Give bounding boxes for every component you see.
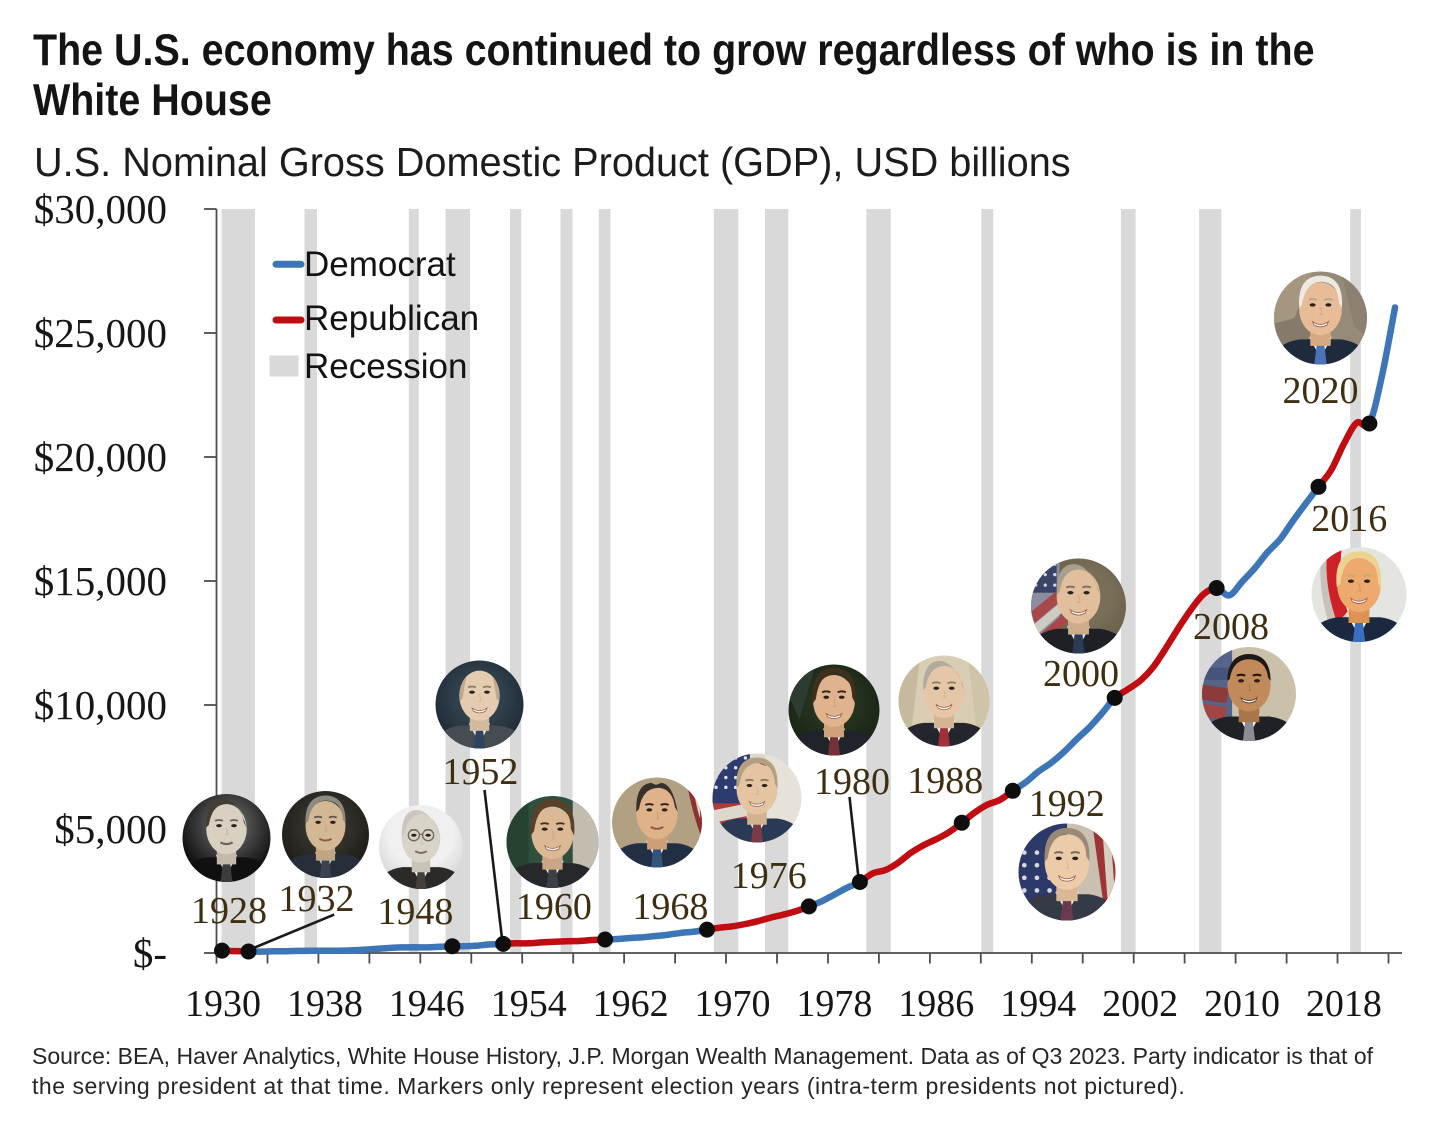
svg-text:2010: 2010: [1204, 983, 1280, 1025]
svg-text:$25,000: $25,000: [34, 310, 167, 356]
svg-text:$-: $-: [133, 930, 167, 976]
svg-text:1970: 1970: [695, 983, 771, 1025]
svg-text:1932: 1932: [279, 878, 355, 920]
svg-text:$20,000: $20,000: [34, 434, 167, 480]
svg-text:1986: 1986: [898, 983, 974, 1025]
svg-text:Recession: Recession: [304, 347, 467, 386]
svg-text:$15,000: $15,000: [34, 558, 167, 604]
svg-text:1992: 1992: [1029, 783, 1105, 825]
svg-text:1994: 1994: [1000, 983, 1076, 1025]
svg-text:Democrat: Democrat: [304, 245, 456, 284]
svg-text:1980: 1980: [814, 761, 890, 803]
svg-text:$5,000: $5,000: [54, 806, 167, 852]
svg-text:1948: 1948: [377, 891, 453, 933]
svg-text:1962: 1962: [593, 983, 669, 1025]
svg-text:2000: 2000: [1043, 653, 1119, 695]
svg-text:1968: 1968: [632, 886, 708, 928]
svg-text:1954: 1954: [491, 983, 567, 1025]
svg-text:2018: 2018: [1306, 983, 1382, 1025]
svg-text:1952: 1952: [442, 751, 518, 793]
svg-text:Republican: Republican: [304, 299, 479, 338]
svg-text:1960: 1960: [516, 886, 592, 928]
svg-text:1938: 1938: [287, 983, 363, 1025]
svg-text:2020: 2020: [1283, 370, 1359, 412]
svg-text:2008: 2008: [1193, 606, 1269, 648]
svg-text:$10,000: $10,000: [34, 682, 167, 728]
svg-text:1946: 1946: [389, 983, 465, 1025]
svg-text:1930: 1930: [185, 983, 261, 1025]
svg-text:2016: 2016: [1311, 498, 1387, 540]
svg-text:1988: 1988: [907, 760, 983, 802]
svg-text:1978: 1978: [796, 983, 872, 1025]
svg-text:$30,000: $30,000: [34, 186, 167, 232]
svg-text:1928: 1928: [191, 890, 267, 932]
svg-text:1976: 1976: [731, 855, 807, 897]
svg-text:2002: 2002: [1102, 983, 1178, 1025]
